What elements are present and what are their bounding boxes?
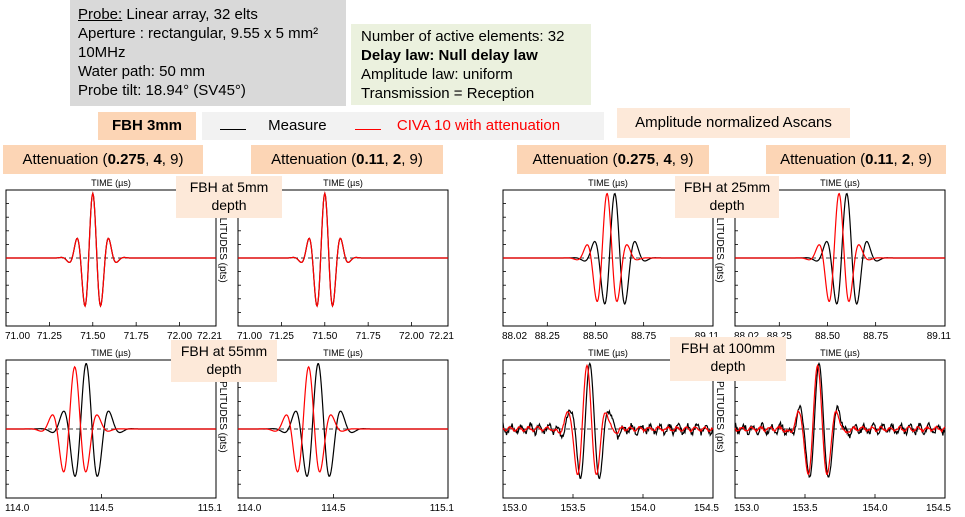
x-tick-label: 88.02 (734, 331, 759, 342)
legend-civa-line (354, 128, 381, 130)
x-tick-label: 88.75 (863, 331, 888, 342)
x-tick-label: 114.0 (237, 503, 262, 514)
x-tick-label: 71.25 (269, 331, 294, 342)
depth-label-25mm: FBH at 25mm depth (675, 176, 779, 218)
depth-label-55mm: FBH at 55mm depth (171, 340, 277, 382)
ascan-chart-55mm-a: TIME (µs) 114.0 114.5 115.1 AMPLITUDES (pts) (5, 348, 228, 514)
x-tick-label: 89.11 (927, 331, 952, 342)
measure-series-line (734, 362, 946, 478)
x-tick-label: 114.5 (321, 503, 346, 514)
y-axis-title: AMPLITUDES (pts) (217, 366, 228, 453)
x-tick-label: 114.0 (5, 503, 30, 514)
ascan-chart-100mm-b: TIME (µs) 153.0 153.5 154.0 154.5 (734, 348, 951, 514)
attenuation-label-1: Attenuation (0.275, 4, 9) (3, 145, 203, 174)
x-tick-label: 88.02 (502, 331, 527, 342)
x-axis-title: TIME (µs) (91, 178, 131, 188)
x-tick-label: 72.00 (399, 331, 424, 342)
depth-label-100mm: FBH at 100mm depth (670, 337, 786, 381)
x-tick-label: 72.21 (197, 331, 222, 342)
x-tick-label: 154.5 (926, 503, 951, 514)
legend: Measure CIVA 10 with attenuation (202, 112, 604, 140)
civa-series-line (238, 191, 448, 308)
x-axis-title: TIME (µs) (323, 348, 363, 358)
ascan-chart-5mm-b: TIME (µs) 71.00 71.25 71.50 71.75 72.00 72.21 (237, 178, 454, 342)
x-tick-label: 153.0 (734, 503, 759, 514)
x-tick-label: 154.0 (630, 503, 655, 514)
depth-label-5mm: FBH at 5mm depth (176, 176, 282, 218)
delay-law-box: Number of active elements: 32 Delay law:… (351, 24, 591, 105)
x-tick-label: 88.25 (535, 331, 560, 342)
attenuation-label-2: Attenuation (0.11, 2, 9) (251, 145, 443, 174)
delay-law: Delay law: Null delay law (361, 47, 538, 64)
y-axis-title: AMPLITUDES (pts) (217, 196, 228, 283)
x-tick-label: 154.0 (862, 503, 887, 514)
x-axis-title: TIME (µs) (588, 178, 628, 188)
ascan-chart-25mm-b: TIME (µs) 88.02 88.25 88.50 88.75 89.11 (734, 178, 952, 342)
legend-measure-line (220, 128, 246, 130)
amplitude-law: Amplitude law: uniform (361, 66, 513, 83)
legend-measure-label: Measure (268, 117, 327, 134)
x-tick-label: 153.5 (560, 503, 585, 514)
x-tick-label: 72.21 (429, 331, 454, 342)
x-tick-label: 71.00 (5, 331, 30, 342)
x-tick-label: 88.50 (583, 331, 608, 342)
probe-water-path: Water path: 50 mm (78, 63, 205, 80)
x-tick-label: 71.50 (80, 331, 105, 342)
x-tick-label: 115.1 (430, 503, 455, 514)
attenuation-label-4: Attenuation (0.11, 2, 9) (766, 145, 946, 174)
y-axis-title: AMPLITUDES (pts) (714, 366, 725, 453)
x-tick-label: 71.50 (312, 331, 337, 342)
civa-series-line (503, 192, 713, 303)
civa-series-line (735, 192, 945, 303)
probe-info-box: Probe: Linear array, 32 elts Aperture : … (70, 0, 346, 106)
x-tick-label: 71.75 (356, 331, 381, 342)
ascan-chart-55mm-b: TIME (µs) 114.0 114.5 115.1 (237, 348, 455, 514)
x-axis-title: TIME (µs) (820, 348, 860, 358)
x-tick-label: 115.1 (198, 503, 223, 514)
civa-series-line (734, 363, 946, 476)
x-tick-label: 114.5 (89, 503, 114, 514)
x-tick-label: 71.00 (237, 331, 262, 342)
y-axis-title: AMPLITUDES (pts) (714, 196, 725, 283)
x-tick-label: 89.11 (695, 331, 720, 342)
x-axis-title: TIME (µs) (820, 178, 860, 188)
x-axis-title: TIME (µs) (91, 348, 131, 358)
civa-series-line (502, 363, 714, 476)
x-tick-label: 153.0 (502, 503, 527, 514)
civa-series-line (6, 365, 216, 473)
x-axis-title: TIME (µs) (588, 348, 628, 358)
x-tick-label: 153.5 (792, 503, 817, 514)
probe-tilt: Probe tilt: 18.94° (SV45°) (78, 82, 246, 99)
probe-aperture: Aperture : rectangular, 9.55 x 5 mm² (78, 25, 319, 42)
x-tick-label: 71.25 (37, 331, 62, 342)
x-tick-label: 88.50 (815, 331, 840, 342)
x-tick-label: 154.5 (694, 503, 719, 514)
x-tick-label: 88.75 (631, 331, 656, 342)
attenuation-label-3: Attenuation (0.275, 4, 9) (517, 145, 709, 174)
ascan-chart-5mm-a: TIME (µs) 71.00 71.25 71.50 71.75 72.00 72.21 A… (5, 178, 228, 342)
x-tick-label: 88.25 (767, 331, 792, 342)
legend-civa-label: CIVA 10 with attenuation (396, 117, 561, 134)
civa-series-line (238, 365, 448, 473)
probe-title: Probe: (78, 6, 123, 23)
x-tick-label: 71.75 (124, 331, 149, 342)
x-axis-title: TIME (µs) (323, 178, 363, 188)
ascan-chart-100mm-a: TIME (µs) 153.0 153.5 154.0 154.5 AMPLITUDES … (502, 348, 725, 514)
fbh-size-label: FBH 3mm (98, 112, 196, 140)
civa-series-line (6, 191, 216, 308)
probe-type: Linear array, 32 elts (122, 6, 258, 23)
x-tick-label: 72.00 (167, 331, 192, 342)
transmission-mode: Transmission = Reception (361, 85, 535, 102)
amplitude-normalized-label: Amplitude normalized Ascans (617, 108, 850, 138)
active-elements: Number of active elements: 32 (361, 28, 565, 45)
probe-frequency: 10MHz (78, 44, 126, 61)
ascan-chart-25mm-a: TIME (µs) 88.02 88.25 88.50 88.75 89.11 AMPLIT… (502, 178, 725, 342)
